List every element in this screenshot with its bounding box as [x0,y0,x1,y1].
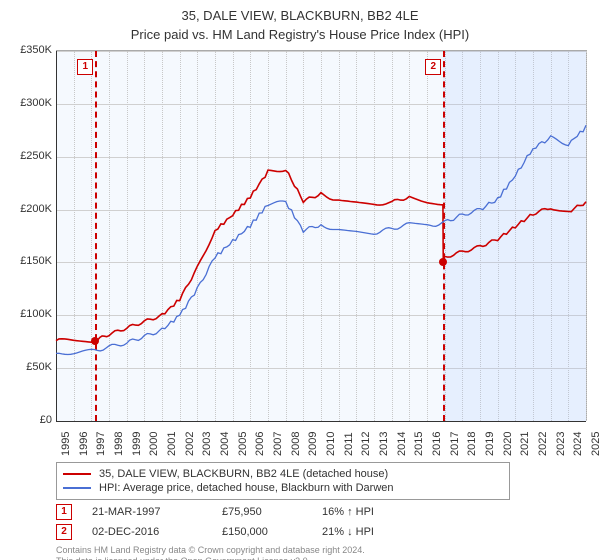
gridline-h [56,421,586,422]
legend-swatch [63,487,91,489]
y-tick-label: £350K [0,44,52,56]
x-tick-label: 2004 [219,432,231,456]
chart-area: 12 [56,50,587,421]
x-tick-label: 2022 [537,432,549,456]
x-tick-label: 1996 [78,432,90,456]
y-tick-label: £200K [0,203,52,215]
transaction-date: 21-MAR-1997 [92,506,202,518]
x-tick-label: 2024 [572,432,584,456]
x-tick-label: 2015 [413,432,425,456]
legend: 35, DALE VIEW, BLACKBURN, BB2 4LE (detac… [56,462,510,500]
x-tick-label: 2018 [466,432,478,456]
x-tick-label: 2010 [325,432,337,456]
x-tick-label: 2009 [307,432,319,456]
x-tick-label: 2005 [237,432,249,456]
y-tick-label: £100K [0,308,52,320]
legend-label: HPI: Average price, detached house, Blac… [99,482,394,494]
y-tick-label: £0 [0,414,52,426]
legend-swatch [63,473,91,475]
x-tick-label: 1997 [95,432,107,456]
footer-text: Contains HM Land Registry data © Crown c… [56,545,365,560]
x-tick-label: 2019 [484,432,496,456]
x-tick-label: 2006 [254,432,266,456]
x-tick-label: 2001 [166,432,178,456]
x-tick-label: 1998 [113,432,125,456]
transaction-date: 02-DEC-2016 [92,526,202,538]
transaction-price: £150,000 [222,526,302,538]
series-price_paid [56,170,586,342]
transaction-marker: 2 [56,524,72,540]
series-hpi [56,125,586,354]
transaction-row: 2 02-DEC-2016 £150,000 21% ↓ HPI [56,522,586,542]
transaction-delta: 21% ↓ HPI [322,526,374,538]
x-tick-label: 2025 [590,432,600,456]
x-tick-label: 2012 [360,432,372,456]
x-tick-label: 1995 [60,432,72,456]
x-tick-label: 2021 [519,432,531,456]
x-tick-label: 2014 [396,432,408,456]
x-tick-label: 2017 [449,432,461,456]
x-tick-label: 2011 [343,432,355,456]
y-tick-label: £150K [0,255,52,267]
x-tick-label: 2013 [378,432,390,456]
y-tick-label: £250K [0,150,52,162]
x-tick-label: 2008 [290,432,302,456]
legend-item: HPI: Average price, detached house, Blac… [63,481,503,495]
x-tick-label: 1999 [131,432,143,456]
transaction-marker: 1 [56,504,72,520]
x-tick-label: 2003 [201,432,213,456]
x-tick-label: 2002 [184,432,196,456]
title-line1: 35, DALE VIEW, BLACKBURN, BB2 4LE [0,8,600,23]
x-tick-label: 2016 [431,432,443,456]
y-tick-label: £300K [0,97,52,109]
legend-item: 35, DALE VIEW, BLACKBURN, BB2 4LE (detac… [63,467,503,481]
x-tick-label: 2000 [148,432,160,456]
chart-lines [56,51,586,421]
legend-label: 35, DALE VIEW, BLACKBURN, BB2 4LE (detac… [99,468,388,480]
transaction-price: £75,950 [222,506,302,518]
x-tick-label: 2023 [555,432,567,456]
x-tick-label: 2020 [502,432,514,456]
title-line2: Price paid vs. HM Land Registry's House … [0,27,600,42]
y-tick-label: £50K [0,361,52,373]
transaction-delta: 16% ↑ HPI [322,506,374,518]
gridline-v [586,51,587,421]
x-tick-label: 2007 [272,432,284,456]
transaction-row: 1 21-MAR-1997 £75,950 16% ↑ HPI [56,502,586,522]
